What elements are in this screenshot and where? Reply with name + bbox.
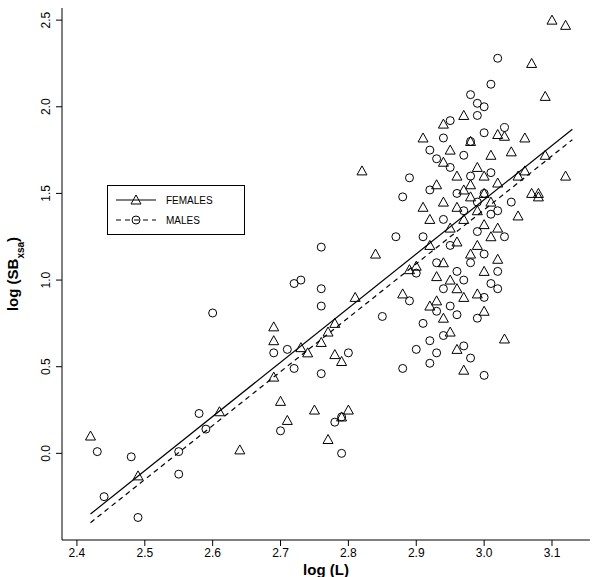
svg-text:2.5: 2.5 [136,546,153,560]
svg-text:3.1: 3.1 [544,546,561,560]
svg-text:2.8: 2.8 [340,546,357,560]
svg-text:2.5: 2.5 [39,11,53,28]
html-text:FEMALES: FEMALES [166,194,213,206]
svg-text:2.4: 2.4 [69,546,86,560]
svg-text:3.0: 3.0 [476,546,493,560]
svg-text:2.6: 2.6 [204,546,221,560]
svg-text:log (L): log (L) [303,561,349,577]
svg-text:log (SBxsa): log (SBxsa) [8,237,26,311]
svg-text:2.0: 2.0 [39,98,53,115]
svg-text:0.5: 0.5 [39,358,53,375]
svg-text:2.9: 2.9 [408,546,425,560]
svg-text:1.5: 1.5 [39,185,53,202]
html-text:MALES: MALES [166,214,200,226]
svg-text:0.0: 0.0 [39,445,53,462]
svg-text:1.0: 1.0 [39,271,53,288]
svg-text:2.7: 2.7 [272,546,289,560]
